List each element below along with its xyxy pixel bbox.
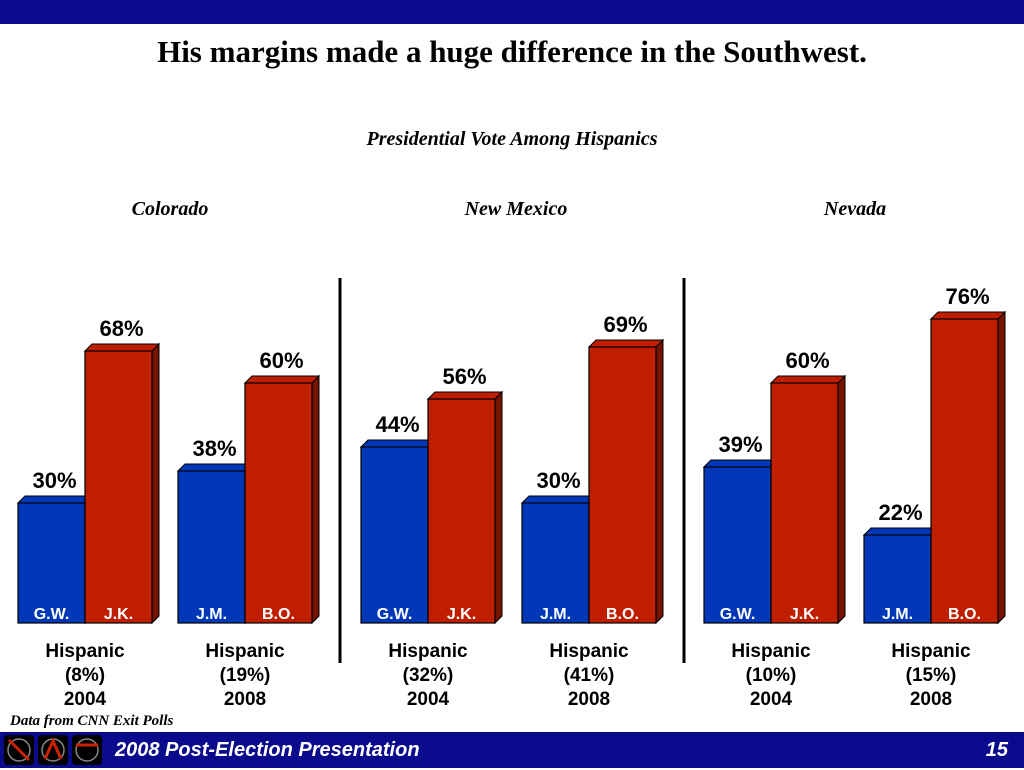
- bar-chart: 30% G.W. 68% J.K. Hispanic (8%) 2004 38% J.M. 60%…: [16, 278, 1007, 710]
- bar-top: [587, 339, 665, 348]
- bar-republican: [177, 470, 246, 624]
- group-label: (10%): [746, 665, 797, 686]
- group-label: 2004: [64, 689, 107, 710]
- group-label: (41%): [564, 665, 615, 686]
- group-label: (32%): [403, 665, 454, 686]
- bar-value-label: 69%: [603, 312, 647, 337]
- bar-democrat: [427, 398, 496, 624]
- bar-top: [929, 311, 1007, 320]
- bar-side: [997, 310, 1006, 625]
- group-label: (8%): [65, 665, 105, 686]
- group-label: Hispanic: [388, 641, 468, 662]
- chart-subtitle: Presidential Vote Among Hispanics: [366, 128, 658, 150]
- bar-republican: [521, 502, 590, 624]
- state-title-new-mexico: New Mexico: [464, 198, 568, 220]
- page-number: 15: [985, 739, 1008, 761]
- logo-icon: [4, 735, 34, 765]
- candidate-label: J.K.: [790, 606, 819, 623]
- source-footnote: Data from CNN Exit Polls: [10, 713, 174, 729]
- candidate-label: G.W.: [720, 606, 756, 623]
- bar-side: [311, 374, 320, 625]
- top-band: [0, 0, 1024, 24]
- group-label: Hispanic: [549, 641, 629, 662]
- group-label: (15%): [906, 665, 957, 686]
- candidate-label: G.W.: [377, 606, 413, 623]
- bar-side: [837, 374, 846, 625]
- bar-value-label: 22%: [878, 500, 922, 525]
- bar-value-label: 30%: [32, 468, 76, 493]
- candidate-label: J.M.: [882, 606, 913, 623]
- group-label: Hispanic: [45, 641, 125, 662]
- page-title: His margins made a huge difference in th…: [157, 34, 867, 69]
- bar-republican: [360, 446, 429, 624]
- bar-democrat: [770, 382, 839, 624]
- bar-value-label: 56%: [442, 364, 486, 389]
- group-label: Hispanic: [891, 641, 971, 662]
- candidate-label: B.O.: [606, 606, 639, 623]
- bar-democrat: [588, 346, 657, 624]
- bar-republican: [703, 466, 772, 624]
- bar-top: [769, 375, 847, 384]
- bar-top: [359, 439, 437, 448]
- bar-republican: [863, 534, 932, 624]
- footer-bar: [0, 732, 1024, 768]
- group-label: 2008: [568, 689, 610, 710]
- logo-icon: [38, 735, 68, 765]
- bar-side: [151, 342, 160, 625]
- bar-value-label: 68%: [99, 316, 143, 341]
- bar-top: [176, 463, 254, 472]
- bar-democrat: [84, 350, 153, 624]
- group-label: 2008: [224, 689, 266, 710]
- candidate-label: J.K.: [447, 606, 476, 623]
- bar-value-label: 38%: [192, 436, 236, 461]
- group-label: (19%): [220, 665, 271, 686]
- state-title-nevada: Nevada: [823, 198, 887, 220]
- bar-republican: [17, 502, 86, 624]
- candidate-label: B.O.: [948, 606, 981, 623]
- bar-top: [862, 527, 940, 536]
- candidate-label: G.W.: [34, 606, 70, 623]
- bar-value-label: 76%: [945, 284, 989, 309]
- group-label: Hispanic: [205, 641, 285, 662]
- bar-side: [494, 390, 503, 625]
- candidate-label: J.M.: [196, 606, 227, 623]
- candidate-label: J.K.: [104, 606, 133, 623]
- logo-icon: [72, 735, 102, 765]
- bar-top: [702, 459, 780, 468]
- group-label: 2004: [750, 689, 793, 710]
- bar-top: [83, 343, 161, 352]
- bar-side: [655, 338, 664, 625]
- group-label: 2004: [407, 689, 450, 710]
- bar-top: [520, 495, 598, 504]
- group-label: 2008: [910, 689, 952, 710]
- bar-democrat: [244, 382, 313, 624]
- bar-value-label: 60%: [259, 348, 303, 373]
- bar-top: [243, 375, 321, 384]
- footer-title: 2008 Post-Election Presentation: [115, 739, 420, 761]
- candidate-label: B.O.: [262, 606, 295, 623]
- bar-value-label: 39%: [718, 432, 762, 457]
- bar-value-label: 30%: [536, 468, 580, 493]
- bar-value-label: 44%: [375, 412, 419, 437]
- candidate-label: J.M.: [540, 606, 571, 623]
- bar-top: [16, 495, 94, 504]
- state-title-colorado: Colorado: [131, 198, 209, 220]
- bar-democrat: [930, 318, 999, 624]
- bar-value-label: 60%: [785, 348, 829, 373]
- group-label: Hispanic: [731, 641, 811, 662]
- bar-top: [426, 391, 504, 400]
